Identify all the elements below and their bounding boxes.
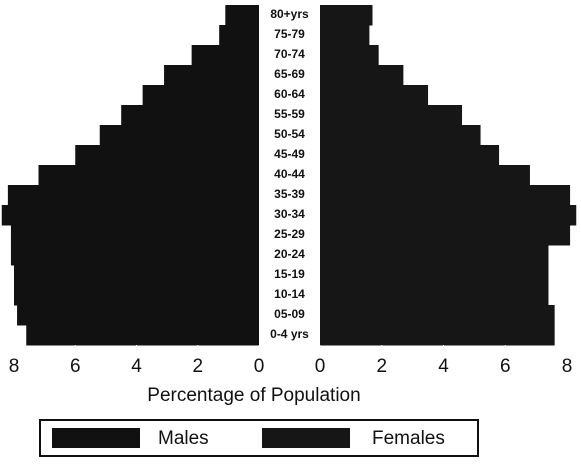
female-bar bbox=[320, 25, 370, 46]
male-bar bbox=[17, 305, 259, 326]
x-tick-label: 6 bbox=[70, 356, 81, 377]
age-label: 20-24 bbox=[274, 247, 305, 261]
female-bar bbox=[320, 245, 549, 266]
age-label: 30-34 bbox=[274, 207, 305, 221]
male-bar bbox=[10, 225, 259, 246]
female-bar bbox=[320, 165, 530, 186]
male-bar bbox=[142, 85, 259, 106]
legend-swatch bbox=[52, 428, 140, 448]
male-bar bbox=[7, 185, 259, 206]
age-label: 65-69 bbox=[274, 67, 305, 81]
age-label: 10-14 bbox=[274, 287, 305, 301]
age-label: 75-79 bbox=[274, 27, 305, 41]
male-bar bbox=[14, 285, 259, 306]
age-label: 40-44 bbox=[274, 167, 305, 181]
male-bar bbox=[38, 165, 259, 186]
female-bar bbox=[320, 305, 555, 326]
male-bar bbox=[219, 25, 259, 46]
female-bar bbox=[320, 45, 379, 66]
female-bar bbox=[320, 125, 481, 146]
female-bar bbox=[320, 85, 429, 106]
female-bar bbox=[320, 205, 577, 226]
female-bar bbox=[320, 105, 463, 126]
legend-label: Males bbox=[158, 428, 209, 449]
female-bar bbox=[320, 5, 373, 26]
male-bar bbox=[121, 105, 259, 126]
age-label: 70-74 bbox=[274, 47, 305, 61]
x-tick-label: 0 bbox=[315, 356, 326, 377]
female-bar bbox=[320, 65, 404, 86]
male-bar bbox=[14, 265, 259, 286]
female-bar bbox=[320, 265, 549, 286]
male-bar bbox=[99, 125, 259, 146]
age-label: 05-09 bbox=[274, 307, 305, 321]
x-tick-label: 2 bbox=[192, 356, 203, 377]
male-bar bbox=[1, 205, 259, 226]
legend-swatch bbox=[262, 428, 350, 448]
x-tick-label: 2 bbox=[376, 356, 387, 377]
female-bar bbox=[320, 225, 571, 246]
x-tick-label: 4 bbox=[131, 356, 142, 377]
male-bar bbox=[10, 245, 259, 266]
x-tick-label: 0 bbox=[254, 356, 265, 377]
age-label: 80+yrs bbox=[270, 7, 309, 21]
age-label: 50-54 bbox=[274, 127, 305, 141]
female-bar bbox=[320, 145, 500, 166]
female-bar bbox=[320, 285, 549, 306]
x-tick-label: 8 bbox=[9, 356, 20, 377]
age-label: 60-64 bbox=[274, 87, 305, 101]
male-bar bbox=[225, 5, 259, 26]
legend-label: Females bbox=[372, 428, 445, 449]
age-label: 45-49 bbox=[274, 147, 305, 161]
female-bar bbox=[320, 325, 555, 346]
x-tick-label: 6 bbox=[500, 356, 511, 377]
male-bar bbox=[75, 145, 259, 166]
female-bar bbox=[320, 185, 571, 206]
x-tick-label: 8 bbox=[562, 356, 573, 377]
x-axis-title: Percentage of Population bbox=[147, 385, 360, 406]
age-label: 0-4 yrs bbox=[270, 327, 309, 341]
age-label: 15-19 bbox=[274, 267, 305, 281]
male-bar bbox=[191, 45, 259, 66]
age-label: 35-39 bbox=[274, 187, 305, 201]
x-tick-label: 4 bbox=[438, 356, 449, 377]
age-label: 55-59 bbox=[274, 107, 305, 121]
male-bar bbox=[26, 325, 259, 346]
age-label: 25-29 bbox=[274, 227, 305, 241]
male-bar bbox=[164, 65, 259, 86]
